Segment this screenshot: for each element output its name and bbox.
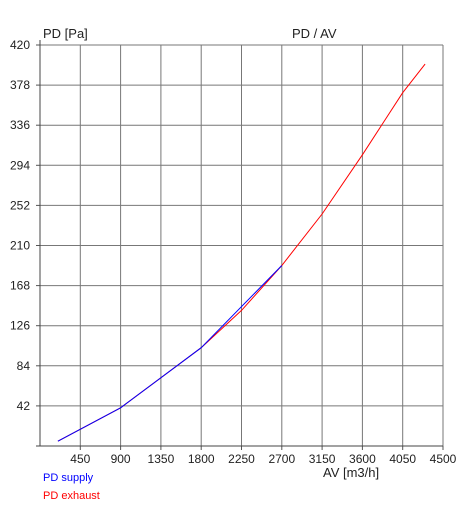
- y-tick-label-168: 168: [10, 279, 30, 293]
- x-tick-label-2700: 2700: [268, 452, 295, 466]
- x-axis-label: AV [m3/h]: [323, 465, 380, 480]
- chart-title: PD / AV: [292, 26, 337, 41]
- x-tick-label-450: 450: [70, 452, 90, 466]
- x-tick-label-2250: 2250: [228, 452, 255, 466]
- y-tick-label-210: 210: [10, 239, 30, 253]
- x-tick-label-1800: 1800: [188, 452, 215, 466]
- x-tick-label-1350: 1350: [148, 452, 175, 466]
- x-tick-label-4500: 4500: [430, 452, 457, 466]
- y-tick-label-420: 420: [10, 38, 30, 52]
- y-axis-label: PD [Pa]: [43, 26, 88, 41]
- legend-exhaust: PD exhaust: [43, 490, 100, 502]
- y-tick-label-336: 336: [10, 118, 30, 132]
- y-tick-label-252: 252: [10, 198, 30, 212]
- y-tick-label-84: 84: [17, 359, 31, 373]
- x-tick-label-4050: 4050: [389, 452, 416, 466]
- y-tick-label-42: 42: [17, 399, 31, 413]
- y-tick-label-294: 294: [10, 158, 30, 172]
- y-tick-label-378: 378: [10, 78, 30, 92]
- x-tick-label-3600: 3600: [349, 452, 376, 466]
- x-tick-label-900: 900: [111, 452, 131, 466]
- x-tick-label-3150: 3150: [309, 452, 336, 466]
- y-tick-label-126: 126: [10, 319, 30, 333]
- legend-supply: PD supply: [43, 472, 94, 484]
- series-line-pd-supply: [57, 265, 283, 442]
